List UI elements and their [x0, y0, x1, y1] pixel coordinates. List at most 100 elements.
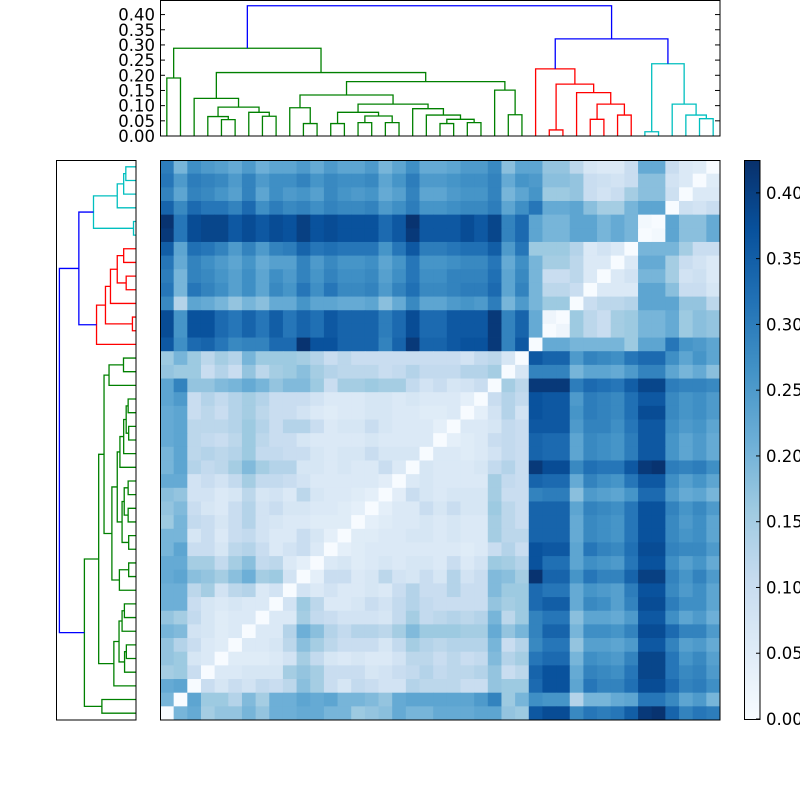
heatmap-cell: [556, 187, 571, 202]
heatmap-cell: [351, 542, 366, 557]
heatmap-cell: [296, 569, 311, 584]
heatmap-cell: [515, 624, 530, 639]
heatmap-cell: [241, 255, 257, 270]
heatmap-cell: [214, 433, 229, 448]
heatmap-cell: [310, 583, 325, 598]
heatmap-cell: [378, 282, 393, 297]
heatmap-cell: [241, 214, 257, 229]
heatmap-cell: [597, 542, 612, 557]
heatmap-cell: [610, 610, 625, 625]
heatmap-cell: [269, 351, 284, 366]
heatmap-cell: [446, 501, 461, 516]
heatmap-cell: [610, 624, 625, 639]
heatmap-cell: [556, 433, 571, 448]
heatmap-cell: [569, 610, 584, 625]
heatmap-cell: [706, 187, 721, 202]
heatmap-cell: [638, 364, 653, 379]
heatmap-cell: [474, 665, 489, 680]
heatmap-cell: [310, 337, 325, 352]
heatmap-cell: [446, 241, 461, 257]
heatmap-cell: [187, 433, 202, 448]
heatmap-cell: [501, 392, 516, 407]
heatmap-cell: [679, 665, 694, 680]
heatmap-cell: [378, 364, 393, 379]
heatmap-cell: [433, 337, 448, 352]
heatmap-cell: [542, 624, 557, 639]
heatmap-cell: [310, 597, 325, 612]
heatmap-cell: [269, 241, 284, 257]
heatmap-cell: [160, 364, 175, 379]
heatmap-cell: [433, 501, 448, 516]
heatmap-cell: [160, 310, 175, 325]
heatmap-cell: [597, 160, 612, 175]
heatmap-cell: [173, 542, 188, 557]
heatmap-cell: [433, 378, 448, 393]
heatmap-cell: [310, 310, 325, 325]
heatmap-cell: [310, 241, 325, 257]
heatmap-cell: [446, 515, 461, 530]
heatmap-cell: [692, 638, 707, 653]
heatmap-cell: [200, 706, 216, 721]
heatmap-cell: [515, 405, 530, 420]
heatmap-cell: [706, 569, 721, 584]
dendrogram-link: [616, 114, 632, 136]
heatmap-cell: [173, 638, 188, 653]
heatmap-cell: [433, 665, 448, 680]
heatmap-cell: [501, 310, 516, 325]
heatmap-cell: [310, 173, 325, 188]
heatmap-cell: [610, 160, 625, 175]
heatmap-cell: [665, 569, 680, 584]
heatmap-cell: [528, 214, 543, 229]
heatmap-cell: [692, 351, 707, 366]
heatmap-cell: [364, 638, 379, 653]
heatmap-cell: [419, 364, 434, 379]
y-tick-label: 0.05: [118, 112, 155, 131]
heatmap-cell: [269, 665, 284, 680]
heatmap-cell: [392, 269, 407, 284]
heatmap-cell: [405, 706, 420, 721]
heatmap-cell: [160, 610, 175, 625]
heatmap-cell: [269, 679, 284, 694]
heatmap-cell: [528, 337, 543, 352]
heatmap-cell: [160, 405, 175, 420]
heatmap-cell: [282, 228, 297, 243]
heatmap-cell: [665, 528, 680, 543]
heatmap-cell: [187, 515, 202, 530]
heatmap-cell: [337, 569, 352, 584]
heatmap-cell: [337, 351, 352, 366]
heatmap-cell: [241, 610, 257, 625]
heatmap-cell: [282, 460, 297, 475]
heatmap-cell: [528, 501, 543, 516]
dendrogram-link: [118, 569, 136, 591]
heatmap-cell: [651, 323, 666, 338]
heatmap-cell: [296, 556, 311, 571]
heatmap-cell: [255, 487, 270, 502]
heatmap-cell: [638, 679, 653, 694]
heatmap-cell: [433, 433, 448, 448]
heatmap-cell: [706, 501, 721, 516]
dendrogram-link: [215, 71, 427, 99]
dendrogram-link: [108, 364, 136, 387]
dendrogram-link: [123, 418, 136, 455]
heatmap-cell: [597, 528, 612, 543]
heatmap-cell: [460, 638, 475, 653]
heatmap-cell: [474, 173, 489, 188]
heatmap-cell: [501, 228, 516, 243]
heatmap-cell: [665, 460, 680, 475]
heatmap-cell: [460, 269, 475, 284]
heatmap-cell: [706, 528, 721, 543]
heatmap-cell: [255, 323, 270, 338]
heatmap-cell: [474, 296, 489, 311]
y-tick-label: 0.40: [118, 6, 155, 25]
heatmap-cell: [556, 569, 571, 584]
heatmap-cell: [228, 679, 243, 694]
heatmap-cell: [460, 583, 475, 598]
heatmap-cell: [282, 282, 297, 297]
heatmap-cell: [378, 528, 393, 543]
heatmap-cell: [624, 610, 639, 625]
heatmap-cell: [446, 528, 461, 543]
heatmap-cell: [296, 378, 311, 393]
heatmap-cell: [392, 255, 407, 270]
heatmap-cell: [569, 296, 584, 311]
colorbar-axis: 0.000.050.100.150.200.250.300.350.40: [756, 184, 800, 729]
